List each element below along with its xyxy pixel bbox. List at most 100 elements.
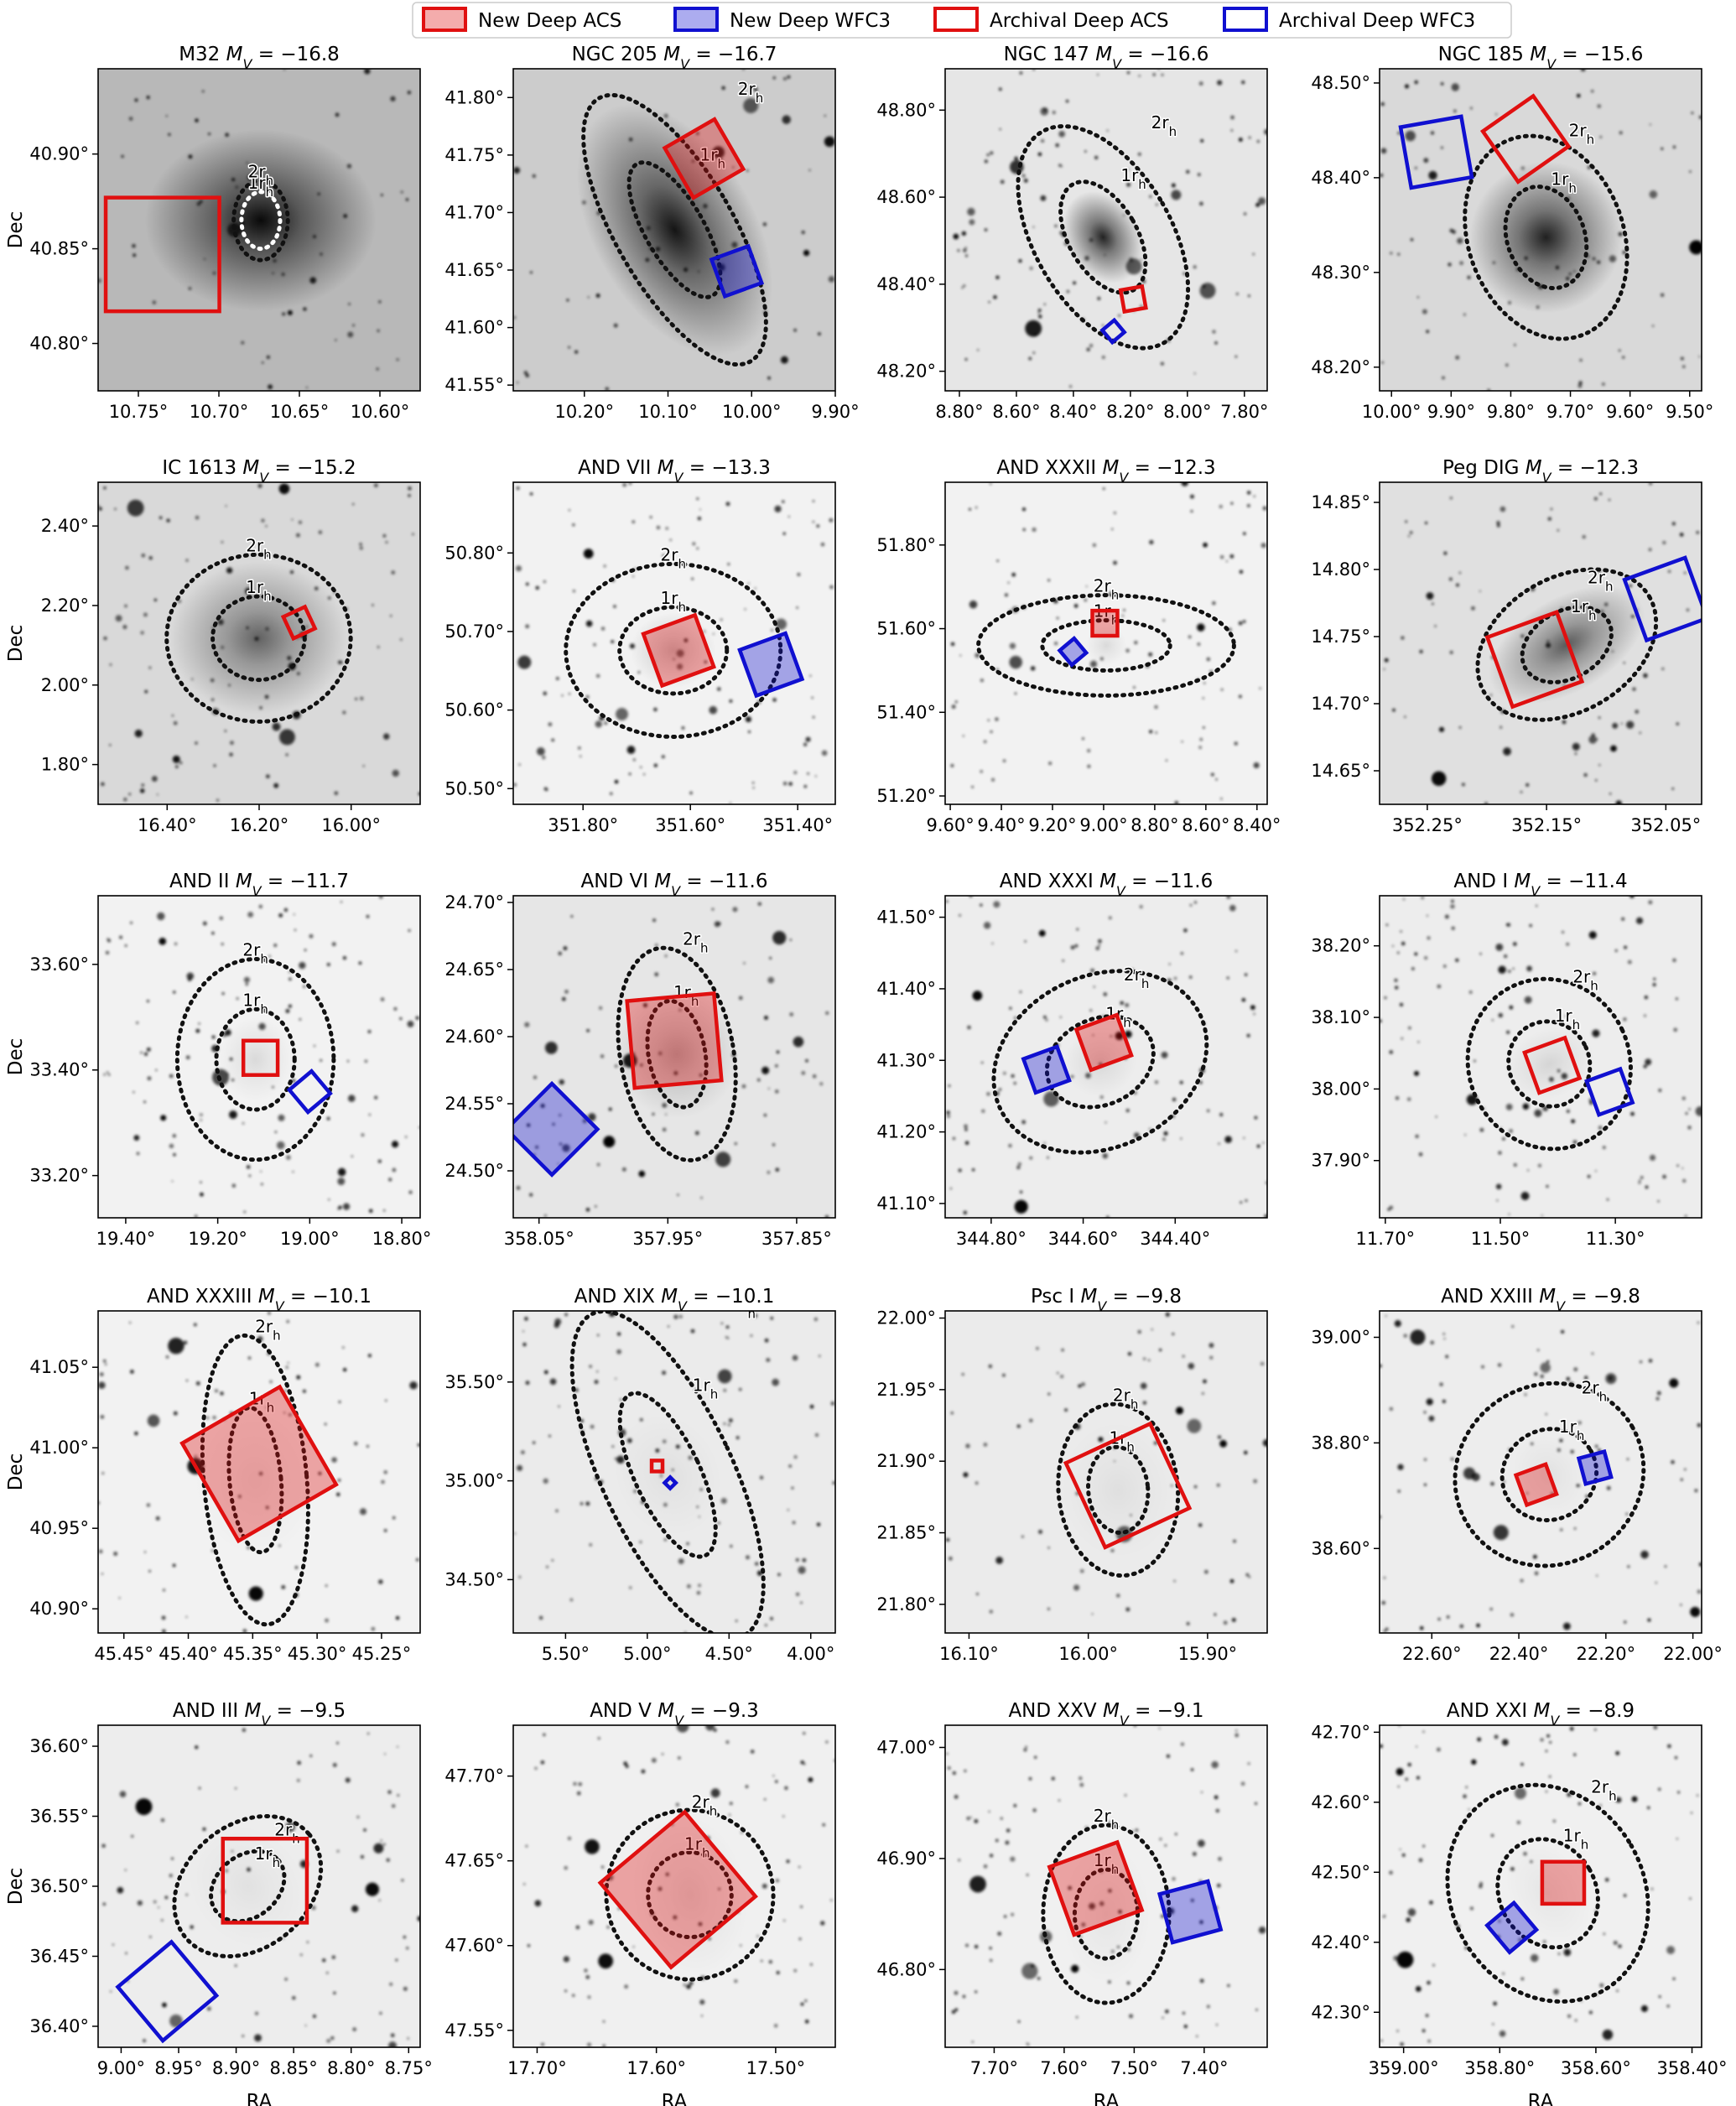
panel-and-xxv-star	[1174, 1833, 1177, 1836]
panel-and-xxiii-star	[1655, 1581, 1657, 1584]
panel-peg-dig-star	[1500, 709, 1505, 714]
panel-and-iii-ytick-label: 36.45°	[29, 1946, 89, 1966]
panel-peg-dig-star	[1563, 684, 1567, 688]
panel-and-xxxi-star	[1180, 1137, 1182, 1140]
panel-and-v-star	[587, 2042, 591, 2047]
panel-and-vii-star	[703, 630, 706, 633]
panel-and-v-star	[717, 1924, 721, 1928]
panel-and-xxiii-star	[1609, 1376, 1613, 1381]
panel-and-i-star	[1468, 991, 1473, 994]
panel-and-i-star	[1498, 1012, 1503, 1018]
panel-and-vi-star	[789, 939, 792, 941]
panel-ngc-147-star	[1256, 140, 1260, 143]
panel-and-vii-star	[803, 742, 808, 746]
panel-and-vi-ellipse-1rh	[645, 998, 709, 1110]
panel-and-i-star	[1426, 914, 1429, 917]
panel-and-xxv-star	[1190, 1899, 1194, 1902]
panel-and-iii-star	[143, 2039, 146, 2042]
panel-ic-1613-star	[273, 783, 279, 788]
panel-and-vii-star	[812, 500, 815, 502]
panel-and-ii-star	[143, 1052, 148, 1056]
panel-psc-i-star	[995, 1556, 1004, 1564]
panel-and-xxxii-star	[1220, 688, 1224, 691]
panel-and-xxv-star	[969, 1816, 972, 1818]
panel-and-xxv-star	[1235, 1729, 1238, 1732]
panel-and-ii-star	[211, 1044, 219, 1053]
panel-and-vii-star	[673, 658, 675, 661]
panel-and-i-star	[1628, 959, 1632, 965]
panel-ngc-147-star	[1029, 266, 1033, 270]
panel-and-xxi-star	[1631, 1796, 1638, 1802]
panel-ngc-147-star	[1138, 75, 1141, 77]
panel-and-xxiii-star	[1684, 1468, 1687, 1471]
panel-and-v-star	[665, 1872, 669, 1876]
panel-and-i-star	[1606, 1198, 1609, 1201]
panel-ngc-205-star	[767, 377, 771, 380]
panel-and-xxi-star	[1552, 1819, 1557, 1823]
panel-and-xxi-xtick-label: 359.00°	[1369, 2058, 1439, 2078]
panel-and-xxiii-star	[1573, 1367, 1578, 1372]
panel-and-xxxi-star	[1070, 945, 1075, 950]
panel-peg-dig-label-2rh: 2rh	[1588, 567, 1613, 594]
panel-and-xxi-star	[1427, 2039, 1431, 2043]
panel-ngc-147-star	[1032, 226, 1035, 228]
panel-and-vi-star	[527, 1123, 531, 1127]
panel-and-ii-star	[231, 1079, 235, 1082]
panel-ngc-185-star	[1405, 130, 1416, 142]
panel-psc-i-ellipse-1rh	[1086, 1444, 1151, 1535]
panel-and-i-ytick-label: 38.20°	[1311, 936, 1370, 956]
panel-ic-1613-ytick-label: 2.40°	[41, 516, 89, 536]
panel-and-vii-star	[611, 640, 615, 643]
panel-and-xxxi-star	[1003, 1071, 1006, 1075]
panel-and-xxv-star	[1028, 1777, 1032, 1781]
panel-and-xxiii-star	[1508, 1448, 1511, 1451]
panel-ic-1613-star	[390, 615, 392, 617]
panel-ngc-185-xtick-label: 9.80°	[1487, 402, 1535, 422]
panel-ngc-185-title-mv-sub: V	[1546, 56, 1557, 72]
panel-psc-i-star	[949, 1557, 953, 1561]
panel-and-ii-title: AND II MV = −11.7	[169, 871, 349, 899]
panel-and-vii-label-2rh: 2rh	[660, 544, 685, 571]
panel-and-xxiii-star	[1562, 1622, 1571, 1630]
panel-and-xxxiii-star	[101, 1573, 103, 1575]
panel-and-vii-label-1rh-sub: h	[678, 600, 686, 615]
panel-and-xix-star	[830, 1401, 835, 1406]
panel-and-xxi-star	[1618, 1944, 1622, 1948]
panel-and-xxiii-star	[1385, 1314, 1387, 1317]
panel-and-ii-star	[380, 997, 385, 1001]
panel-and-iii-star	[162, 2002, 167, 2008]
panel-and-ii-star	[171, 1180, 174, 1183]
panel-ngc-185-star	[1397, 132, 1401, 135]
panel-and-v-star	[572, 1994, 575, 1997]
panel-and-xxxiii-star	[185, 1379, 189, 1382]
panel-and-xxiii-star	[1498, 1363, 1502, 1367]
panel-and-ii-star	[369, 1209, 373, 1213]
panel-and-xxxiii-star	[359, 1508, 367, 1516]
panel-and-i-star	[1565, 1015, 1567, 1017]
panel-and-xxxi-label-2rh-main: 2r	[1124, 965, 1142, 985]
panel-ngc-185-star	[1467, 275, 1471, 279]
panel-ngc-147-star	[1161, 361, 1164, 366]
panel-and-ii-star	[391, 1141, 399, 1148]
panel-ngc-147-star	[967, 207, 975, 216]
panel-and-i-star	[1508, 970, 1511, 973]
panel-ngc-147-star-field	[953, 69, 1267, 388]
panel-ngc-185-star	[1661, 147, 1664, 150]
panel-and-xxxii-star	[990, 482, 992, 486]
panel-and-v-star	[567, 1836, 572, 1840]
panel-and-xxxii-star	[975, 653, 980, 658]
panel-and-xxiii-xtick-label: 22.60°	[1402, 1644, 1462, 1664]
panel-and-xxxiii-star	[247, 1546, 250, 1549]
panel-ngc-205-star	[731, 242, 738, 248]
panel-and-v-star	[683, 1984, 686, 1987]
panel-and-xxiii-star	[1606, 1485, 1611, 1490]
panel-peg-dig-star	[1609, 793, 1612, 795]
panel-psc-i-title-name: Psc I	[1031, 1286, 1081, 1308]
panel-ngc-147-star	[1089, 237, 1094, 242]
panel-and-vii-star	[525, 582, 529, 586]
panel-peg-dig-star	[1593, 497, 1598, 501]
panel-ic-1613-star	[318, 530, 322, 534]
panel-and-xxiii-ellipse-1rh	[1500, 1427, 1599, 1523]
panel-and-iii-star	[160, 1818, 165, 1823]
